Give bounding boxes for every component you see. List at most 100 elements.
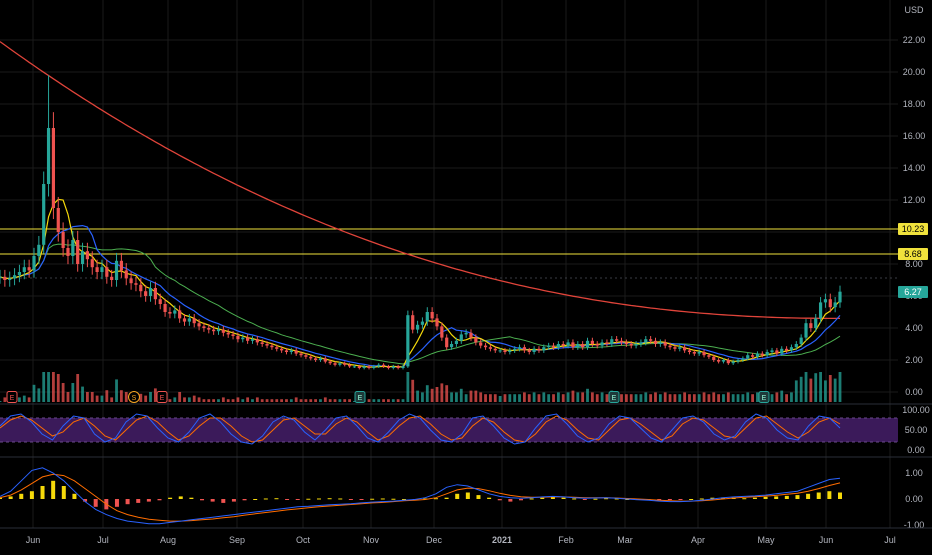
split-flag[interactable]: S bbox=[128, 391, 140, 403]
candle[interactable] bbox=[566, 342, 570, 346]
candles[interactable] bbox=[0, 75, 842, 370]
macd-pane[interactable] bbox=[0, 467, 842, 525]
candle[interactable] bbox=[76, 240, 80, 264]
candle[interactable] bbox=[85, 251, 89, 260]
candle[interactable] bbox=[498, 350, 502, 352]
candle[interactable] bbox=[624, 342, 628, 344]
candle[interactable] bbox=[537, 348, 541, 351]
candle[interactable] bbox=[182, 318, 187, 322]
candle[interactable] bbox=[751, 355, 755, 357]
candle[interactable] bbox=[158, 299, 162, 304]
candle[interactable] bbox=[396, 366, 400, 368]
candle[interactable] bbox=[207, 328, 211, 330]
candle[interactable] bbox=[595, 344, 599, 346]
candle[interactable] bbox=[653, 340, 658, 344]
candle[interactable] bbox=[391, 366, 395, 368]
candle[interactable] bbox=[114, 260, 119, 280]
candle[interactable] bbox=[343, 363, 347, 365]
candle[interactable] bbox=[56, 208, 60, 232]
candle[interactable] bbox=[377, 364, 381, 367]
candle[interactable] bbox=[284, 350, 289, 352]
candle[interactable] bbox=[299, 353, 303, 356]
candle[interactable] bbox=[406, 315, 410, 367]
candle[interactable] bbox=[605, 342, 609, 344]
candle[interactable] bbox=[440, 326, 444, 338]
candle[interactable] bbox=[255, 339, 259, 343]
candle[interactable] bbox=[347, 364, 352, 367]
candle[interactable] bbox=[726, 360, 730, 364]
candle[interactable] bbox=[226, 332, 230, 335]
candle[interactable] bbox=[270, 345, 274, 348]
candle[interactable] bbox=[683, 347, 687, 351]
candle[interactable] bbox=[561, 344, 565, 346]
candle[interactable] bbox=[61, 232, 65, 248]
macd-axis[interactable]: 1.00 0.00 -1.00 bbox=[904, 468, 925, 530]
candle[interactable] bbox=[304, 355, 308, 357]
candle[interactable] bbox=[775, 350, 779, 354]
candle[interactable] bbox=[644, 339, 648, 343]
candle[interactable] bbox=[639, 342, 643, 344]
candle[interactable] bbox=[289, 350, 293, 352]
candle[interactable] bbox=[3, 276, 7, 280]
candle[interactable] bbox=[687, 350, 692, 352]
candle[interactable] bbox=[760, 353, 764, 356]
currency-label[interactable]: USD bbox=[904, 5, 924, 15]
candle[interactable] bbox=[435, 318, 439, 327]
candle[interactable] bbox=[571, 342, 575, 348]
candle[interactable] bbox=[212, 329, 216, 332]
candle[interactable] bbox=[717, 360, 721, 362]
candle[interactable] bbox=[42, 184, 46, 245]
candle[interactable] bbox=[148, 288, 153, 296]
candle[interactable] bbox=[260, 342, 264, 344]
candle[interactable] bbox=[124, 270, 128, 279]
candle[interactable] bbox=[241, 337, 245, 340]
candle[interactable] bbox=[445, 337, 449, 348]
candle[interactable] bbox=[173, 310, 177, 314]
candle[interactable] bbox=[721, 360, 726, 362]
candle[interactable] bbox=[95, 267, 99, 272]
candle[interactable] bbox=[17, 272, 22, 276]
candle[interactable] bbox=[27, 267, 31, 271]
candle[interactable] bbox=[547, 345, 551, 348]
candle[interactable] bbox=[367, 366, 371, 368]
candle[interactable] bbox=[610, 339, 614, 344]
time-axis[interactable]: Jun Jul Aug Sep Oct Nov Dec 2021 Feb Mar Apr May Jun… bbox=[26, 535, 896, 545]
candle[interactable] bbox=[551, 345, 556, 348]
candle[interactable] bbox=[483, 345, 488, 348]
candle[interactable] bbox=[634, 344, 638, 346]
candle[interactable] bbox=[105, 267, 109, 277]
candle[interactable] bbox=[318, 358, 323, 360]
candle[interactable] bbox=[712, 356, 716, 360]
candle[interactable] bbox=[110, 276, 114, 280]
candle[interactable] bbox=[459, 334, 463, 341]
candle[interactable] bbox=[576, 344, 580, 348]
candle[interactable] bbox=[246, 337, 250, 341]
candle[interactable] bbox=[649, 339, 653, 341]
candle[interactable] bbox=[168, 312, 172, 314]
candle[interactable] bbox=[372, 366, 376, 368]
candle[interactable] bbox=[741, 358, 745, 360]
candle[interactable] bbox=[527, 350, 531, 352]
candle[interactable] bbox=[828, 299, 832, 308]
candle[interactable] bbox=[493, 348, 497, 351]
candle[interactable] bbox=[780, 348, 784, 354]
candle[interactable] bbox=[22, 267, 26, 272]
candle[interactable] bbox=[236, 336, 240, 340]
candle[interactable] bbox=[231, 334, 235, 336]
candle[interactable] bbox=[789, 347, 794, 351]
candle[interactable] bbox=[542, 347, 546, 351]
candle[interactable] bbox=[474, 337, 478, 343]
candle[interactable] bbox=[707, 355, 711, 357]
candle[interactable] bbox=[280, 348, 284, 351]
candle[interactable] bbox=[216, 329, 221, 332]
stochastic-axis[interactable]: 100.00 50.00 0.00 bbox=[902, 405, 930, 455]
candle[interactable] bbox=[275, 347, 279, 349]
candle[interactable] bbox=[784, 348, 789, 351]
candle[interactable] bbox=[401, 366, 405, 368]
candle[interactable] bbox=[178, 310, 182, 319]
earnings-flag[interactable]: E bbox=[608, 391, 620, 403]
candle[interactable] bbox=[386, 366, 391, 368]
candle[interactable] bbox=[51, 128, 56, 208]
candle[interactable] bbox=[532, 348, 536, 352]
